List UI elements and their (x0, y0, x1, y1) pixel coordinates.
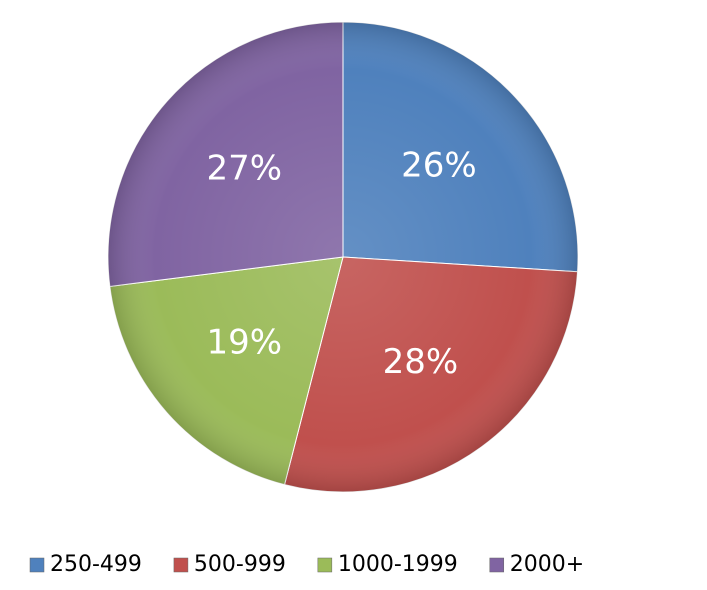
data-label: 28% (383, 342, 459, 382)
legend-swatch (489, 557, 505, 573)
legend-label: 500-999 (194, 552, 286, 577)
legend-swatch (317, 557, 333, 573)
legend-label: 1000-1999 (338, 552, 458, 577)
legend-swatch (29, 557, 45, 573)
legend-swatch (173, 557, 189, 573)
data-label: 26% (401, 145, 477, 185)
data-label: 27% (206, 148, 282, 188)
data-labels: 26% 28% 19% 27% (206, 145, 476, 382)
legend-label: 2000+ (510, 552, 584, 577)
legend-label: 250-499 (50, 552, 142, 577)
legend: 250-499 500-999 1000-1999 2000+ (29, 552, 584, 577)
pie (107, 21, 579, 493)
data-label: 19% (206, 323, 282, 363)
